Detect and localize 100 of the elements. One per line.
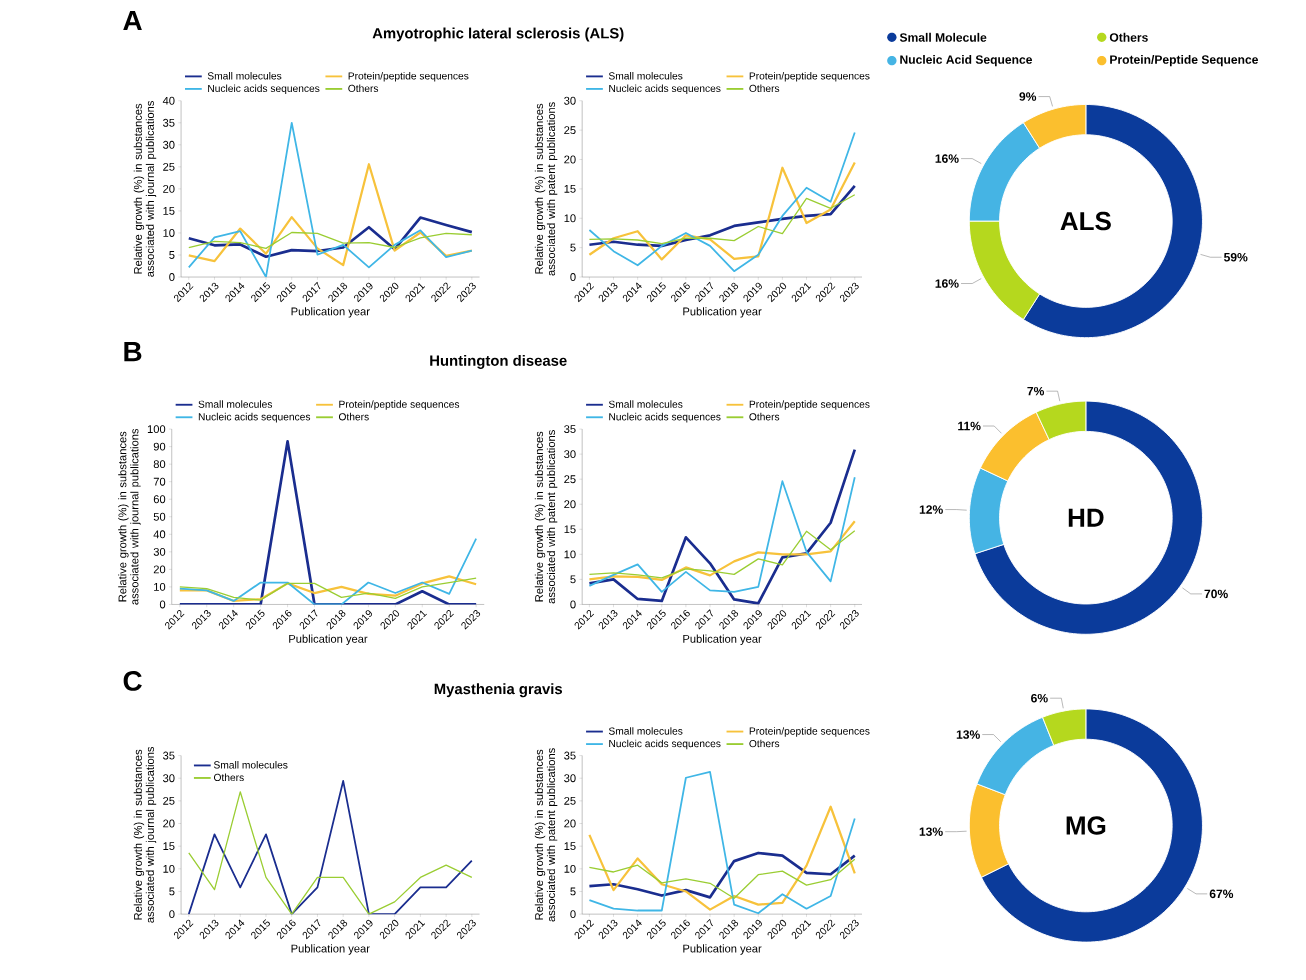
line-series [178, 537, 478, 605]
legend-label: Small molecules [198, 400, 273, 408]
legend-label: Nucleic acids sequences [198, 412, 311, 423]
line-series [588, 770, 856, 914]
line-series [188, 231, 473, 249]
text: HD [1068, 508, 1104, 527]
text: B [124, 341, 142, 362]
line-series [588, 529, 856, 579]
y-axis-title: Relative growth (%) in substances associated with patent publications [534, 102, 558, 276]
y-axis-title: Relative growth (%) in substances associated with journal publications [133, 746, 157, 923]
y-tick-label: 25 [163, 162, 175, 171]
y-tick-label: 10 [564, 214, 576, 223]
y-tick-label: 5 [169, 250, 175, 259]
line-series [588, 448, 857, 605]
y-tick-label: 30 [564, 450, 576, 458]
legend-label: Protein/peptide sequences [348, 71, 469, 82]
legend-label: Protein/Peptide Sequence [1110, 54, 1258, 67]
y-tick-label: 25 [564, 796, 576, 805]
legend-label: Small Molecule [899, 32, 987, 42]
line-series [588, 476, 856, 593]
x-axis-title: Publication year [291, 944, 370, 955]
legend-label: Others [749, 412, 780, 421]
chart-title: Amyotrophic lateral sclerosis (ALS) [372, 27, 624, 42]
y-tick-label: 25 [564, 475, 576, 483]
legend-label: Nucleic acids sequences [609, 739, 721, 750]
y-axis-title: Relative growth (%) in substances associated with journal publications [118, 428, 141, 605]
legend-label: Small molecules [213, 760, 288, 769]
legend-label: Protein/peptide sequences [749, 71, 870, 82]
y-tick-label: 30 [163, 140, 175, 149]
y-tick-label: 15 [163, 206, 175, 215]
y-axis-title: Relative growth (%) in substances associated with journal publications [133, 100, 157, 277]
x-axis-title: Publication year [683, 944, 762, 955]
y-tick-label: 5 [169, 887, 175, 896]
y-axis-title: Relative growth (%) in substances associated with patent publications [534, 748, 558, 922]
data-label: 13% [919, 827, 943, 836]
line-series [588, 519, 856, 581]
y-tick-label: 40 [162, 96, 175, 105]
x-axis-title: Publication year [683, 307, 762, 318]
data-label: 70% [1204, 589, 1228, 599]
x-axis-title: Publication year [291, 307, 370, 318]
y-tick-label: 30 [153, 547, 166, 556]
line-series [588, 805, 856, 911]
legend-label: Others [749, 739, 780, 748]
y-tick-label: 25 [564, 126, 576, 134]
y-tick-label: 10 [163, 228, 175, 237]
y-tick-label: 30 [163, 774, 175, 782]
legend-label: Nucleic acids sequences [609, 412, 721, 423]
y-tick-label: 15 [564, 842, 576, 850]
y-tick-label: 15 [564, 184, 576, 193]
y-tick-label: 20 [163, 184, 175, 193]
legend-label: Protein/peptide sequences [749, 400, 870, 410]
legend-label: Nucleic acids sequences [609, 84, 721, 94]
y-tick-label: 0 [570, 272, 576, 281]
legend-label: Small molecules [608, 400, 683, 408]
line-series [588, 193, 856, 245]
y-tick-label: 20 [153, 565, 166, 574]
data-label: 67% [1209, 889, 1234, 898]
y-tick-label: 70 [153, 477, 166, 486]
data-label: 11% [958, 421, 981, 431]
legend-label: Others [348, 84, 379, 92]
y-tick-label: 20 [564, 500, 576, 509]
y-tick-label: 60 [153, 495, 166, 503]
text: A [123, 10, 142, 30]
y-tick-label: 20 [564, 155, 576, 164]
y-tick-label: 35 [564, 751, 576, 760]
x-axis-title: Publication year [289, 634, 368, 645]
data-label: 7% [1027, 386, 1045, 396]
line-series [187, 121, 473, 277]
y-tick-label: 20 [163, 819, 175, 828]
y-tick-label: 10 [564, 864, 576, 873]
data-label: 6% [1031, 693, 1048, 703]
y-tick-label: 100 [147, 424, 166, 433]
y-tick-label: 40 [153, 530, 166, 539]
legend-label: Protein/peptide sequences [749, 726, 870, 737]
y-tick-label: 0 [169, 272, 175, 281]
legend-label: Nucleic acids sequences [208, 84, 320, 94]
y-tick-label: 10 [163, 864, 175, 873]
x-axis-title: Publication year [683, 634, 762, 645]
legend-label: Small molecules [207, 71, 282, 80]
legend-label: Others [338, 412, 369, 421]
y-tick-label: 30 [564, 96, 576, 105]
line-series [588, 161, 856, 261]
y-tick-label: 10 [564, 550, 576, 559]
legend-label: Small molecules [608, 71, 683, 80]
y-tick-label: 50 [153, 512, 166, 521]
y-axis-title: Relative growth (%) in substances associated with patent publications [534, 429, 558, 604]
y-tick-label: 15 [564, 525, 576, 533]
y-tick-label: 80 [153, 460, 166, 468]
data-label: 9% [1019, 92, 1037, 101]
legend-label: Others [749, 84, 780, 92]
y-tick-label: 20 [564, 819, 576, 828]
data-label: 16% [935, 279, 959, 288]
legend-label: Small molecules [608, 726, 683, 735]
y-tick-label: 25 [163, 796, 175, 805]
y-tick-label: 15 [163, 842, 175, 850]
data-label: 59% [1224, 252, 1248, 262]
data-label: 12% [919, 505, 943, 514]
y-tick-label: 0 [159, 600, 166, 609]
y-tick-label: 90 [153, 442, 166, 451]
text: C [123, 670, 142, 691]
